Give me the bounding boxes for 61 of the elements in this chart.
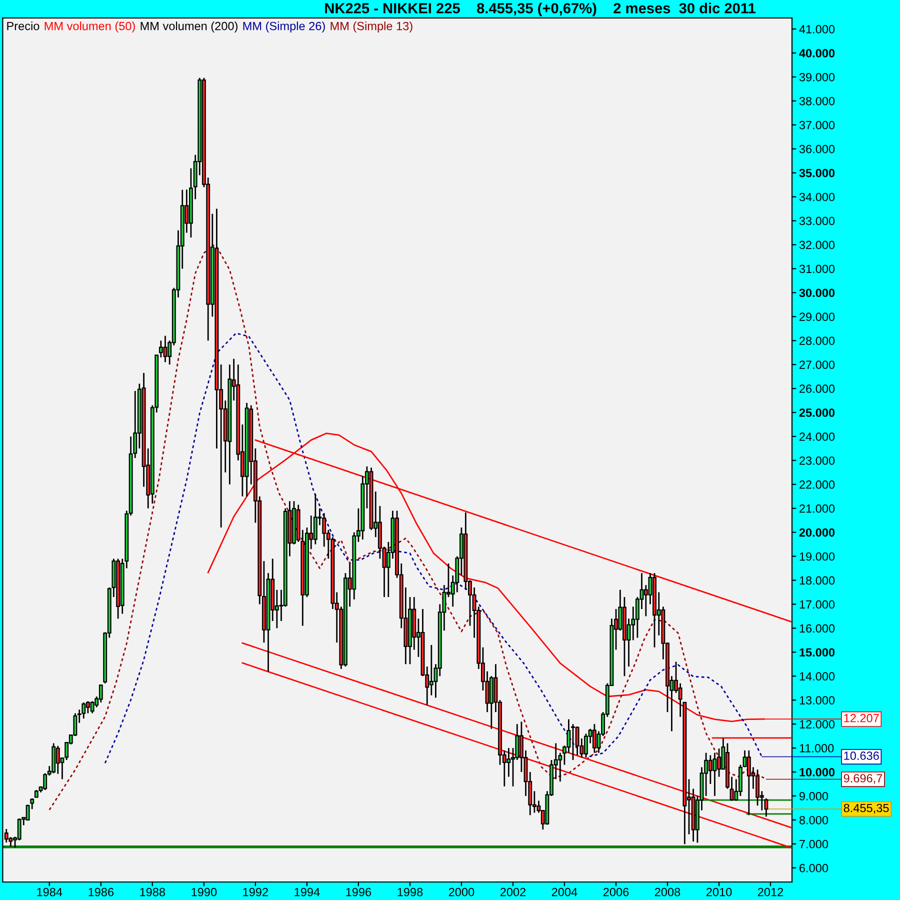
y-tick-label: 11.000	[800, 744, 834, 752]
y-tick-label: 13.000	[800, 696, 835, 704]
y-tick-label: 37.000	[799, 120, 835, 130]
y-tick-label: 12.000	[800, 720, 835, 728]
y-tick-label: 29.000	[800, 312, 835, 322]
data-label: 12.207	[844, 714, 879, 722]
x-tick-label: 2008	[654, 888, 680, 896]
x-tick-label: 1992	[243, 888, 268, 896]
annotation: 8.455,35	[844, 804, 889, 814]
y-tick-label: 8.000	[799, 816, 828, 824]
x-tick-label: 1994	[294, 888, 320, 896]
y-tick-label: 31.000	[799, 264, 835, 274]
y-tick-label: 16.000	[800, 624, 835, 633]
y-tick-label: 20.000	[799, 528, 835, 537]
y-tick-label: 21.000	[800, 504, 835, 513]
text: Precio	[7, 22, 40, 30]
x-tick-label: 2000	[448, 888, 474, 896]
y-tick-label: 30.000	[799, 288, 835, 298]
y-tick-label: 33.000	[799, 216, 835, 226]
data-label: 9.696,7	[844, 774, 882, 784]
y-tick-label: 18.000	[800, 576, 835, 585]
text: MM (Simple 26)	[243, 22, 325, 33]
y-tick-label: 36.000	[799, 144, 835, 154]
x-tick-label: 1984	[37, 888, 62, 896]
y-tick-label: 15.000	[800, 648, 835, 657]
y-tick-label: 32.000	[799, 240, 835, 250]
text: MM (Simple 13)	[330, 22, 412, 33]
y-tick-label: 28.000	[800, 336, 835, 345]
y-tick-label: 27.000	[800, 360, 835, 369]
x-tick-label: 2006	[603, 888, 629, 896]
x-tick-label: 1986	[88, 888, 114, 896]
data-label: 10.636	[844, 752, 879, 760]
y-tick-label: 26.000	[800, 384, 835, 393]
y-tick-label: 7.000	[800, 840, 828, 848]
x-tick-label: 2012	[758, 888, 784, 896]
y-tick-label: 34.000	[799, 192, 835, 202]
y-tick-label: 9.000	[800, 792, 828, 800]
x-tick-label: 2002	[500, 888, 526, 896]
y-tick-label: 10.000	[800, 768, 835, 776]
y-tick-label: 41.000	[799, 25, 835, 34]
x-tick-label: 1988	[140, 888, 166, 896]
y-tick-label: 35.000	[799, 168, 835, 178]
y-tick-label: 38.000	[799, 96, 835, 106]
y-tick-label: 19.000	[800, 552, 835, 561]
y-tick-label: 39.000	[799, 72, 835, 82]
text: MM volumen (50)	[44, 22, 135, 33]
y-tick-label: 40.000	[799, 49, 835, 58]
y-tick-label: 22.000	[800, 480, 835, 489]
legend-label: MM volumen (200)	[140, 22, 238, 33]
y-tick-label: 17.000	[800, 600, 835, 609]
chart-title: NK225 - NIKKEI 225 8.455,35 (+0,67%) 2 meses 30 dic 2011	[325, 2, 756, 16]
x-tick-label: 1996	[346, 888, 372, 896]
y-tick-label: 23.000	[800, 456, 835, 465]
y-tick-label: 24.000	[800, 432, 835, 441]
x-tick-label: 2010	[706, 888, 732, 896]
x-tick-label: 1998	[398, 888, 423, 896]
x-tick-label: 2004	[552, 888, 578, 896]
y-tick-label: 25.000	[799, 408, 835, 417]
y-tick-label: 14.000	[800, 672, 835, 681]
y-tick-label: 6.000	[800, 864, 828, 872]
x-tick-label: 1990	[192, 888, 217, 896]
